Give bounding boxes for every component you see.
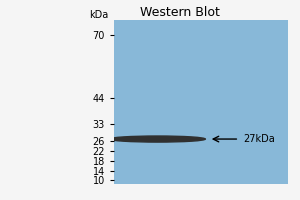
Ellipse shape <box>110 136 206 142</box>
Text: kDa: kDa <box>89 10 108 20</box>
Text: 27kDa: 27kDa <box>243 134 274 144</box>
Text: Western Blot: Western Blot <box>140 6 220 19</box>
